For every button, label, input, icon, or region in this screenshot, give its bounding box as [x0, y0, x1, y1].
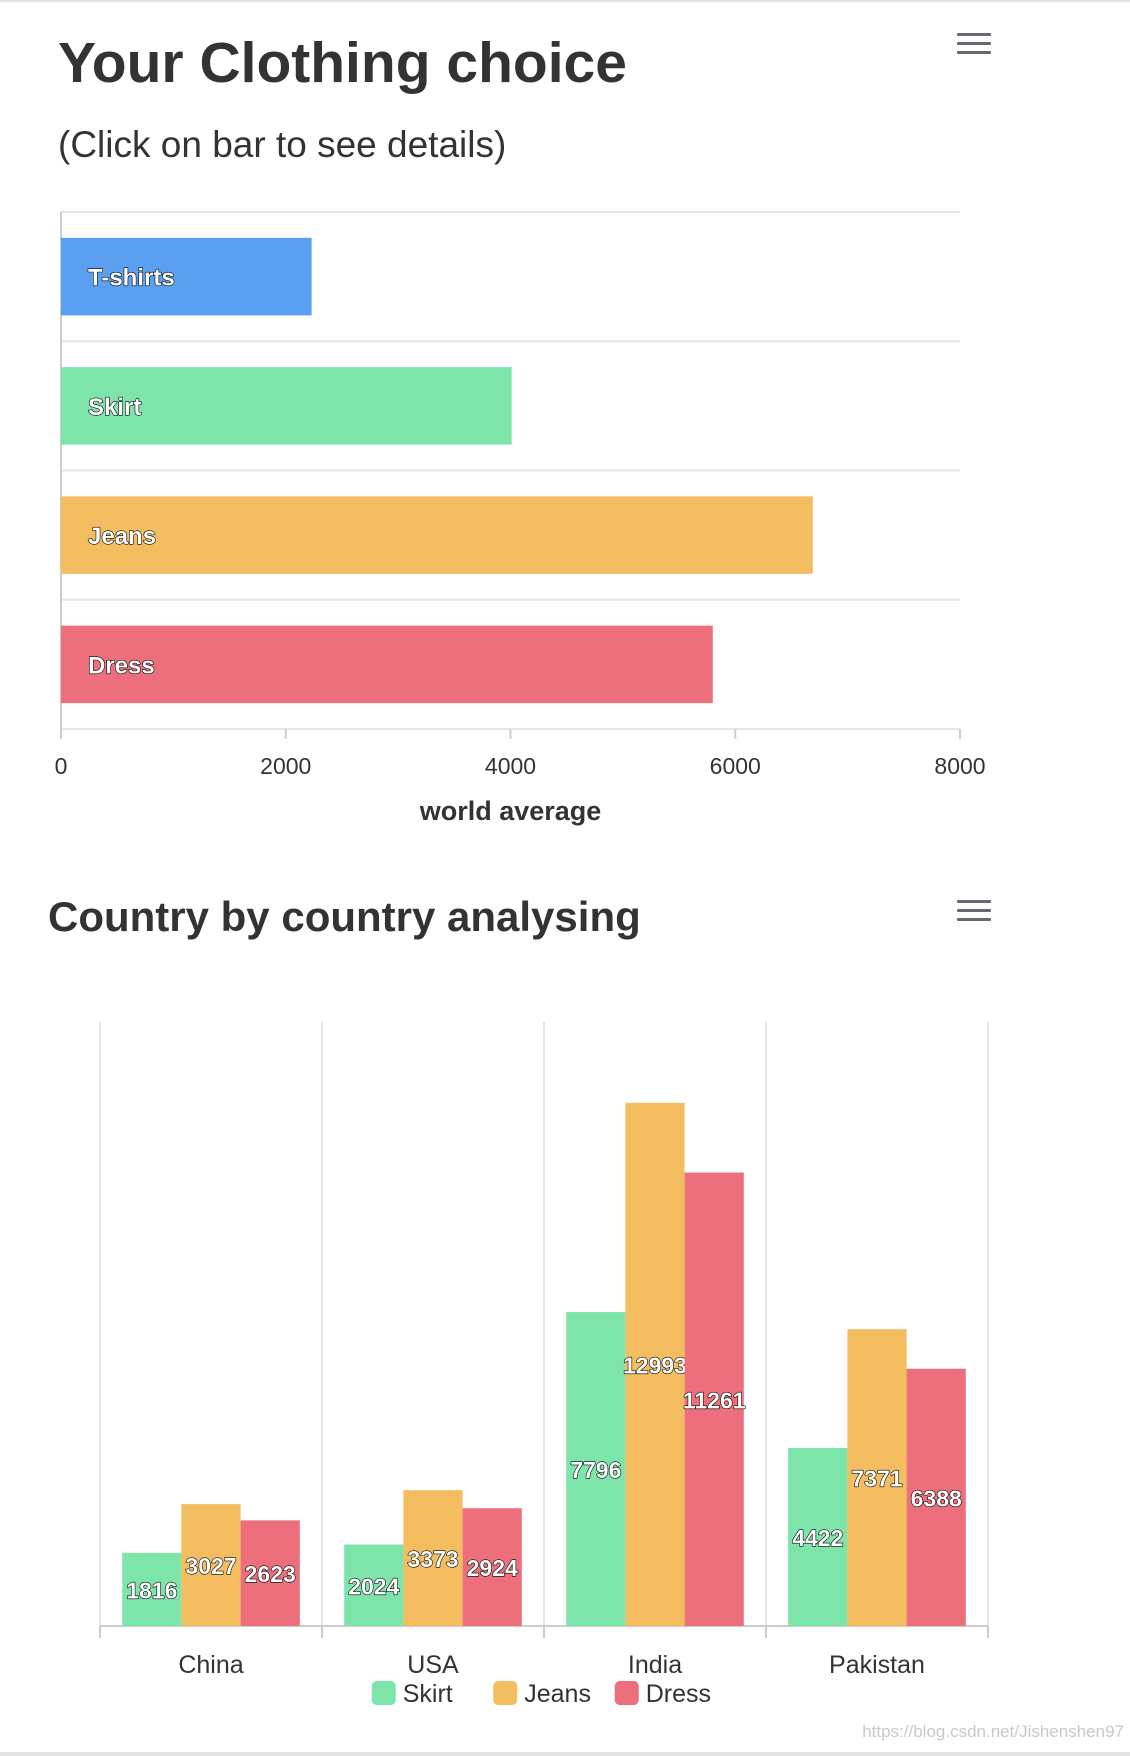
bar-pakistan-skirt[interactable] [788, 1447, 848, 1626]
top-border [0, 0, 1130, 2]
legend-swatch-dress [614, 1681, 639, 1705]
data-label-india-dress: 11261 [683, 1387, 746, 1413]
data-label-usa-dress: 2924 [467, 1555, 518, 1581]
x-category-label: India [628, 1651, 682, 1679]
country-chart-menu-icon[interactable] [957, 898, 991, 924]
bar-india-jeans[interactable] [625, 1102, 685, 1626]
country-chart-title: Country by country analysing [48, 893, 641, 940]
data-label-india-jeans: 12993 [623, 1352, 687, 1378]
data-label-pakistan-jeans: 7371 [851, 1466, 902, 1492]
data-label-pakistan-dress: 6388 [911, 1485, 962, 1511]
bar-usa-dress[interactable] [462, 1508, 522, 1626]
x-tick-label: 0 [55, 753, 68, 779]
x-category-label: China [178, 1651, 243, 1679]
x-tick-label: 2000 [260, 753, 311, 779]
data-label-pakistan-skirt: 4422 [792, 1525, 843, 1551]
legend-swatch-skirt [371, 1681, 396, 1705]
x-tick-label: 6000 [710, 753, 761, 779]
data-label-china-dress: 2623 [245, 1561, 296, 1587]
bar-pakistan-jeans[interactable] [847, 1329, 907, 1626]
watermark: https://blog.csdn.net/Jishenshen97 [862, 1722, 1124, 1741]
bar-jeans[interactable] [61, 496, 813, 574]
data-label-china-skirt: 1816 [126, 1577, 177, 1603]
data-label-india-skirt: 7796 [570, 1457, 621, 1483]
bar-label-skirt: Skirt [88, 394, 141, 421]
bar-china-skirt[interactable] [122, 1552, 182, 1626]
bottom-border [0, 1752, 1130, 1756]
chart-title: Your Clothing choice [58, 31, 627, 95]
bar-skirt[interactable] [61, 367, 512, 445]
chart-subtitle: (Click on bar to see details) [58, 124, 507, 165]
bar-t-shirts[interactable] [61, 237, 312, 316]
x-tick-label: 8000 [934, 753, 985, 779]
bar-usa-skirt[interactable] [344, 1544, 404, 1626]
bar-dress[interactable] [61, 625, 713, 704]
bar-india-dress[interactable] [684, 1172, 744, 1626]
legend-label-dress: Dress [646, 1680, 711, 1708]
data-label-china-jeans: 3027 [185, 1553, 236, 1579]
x-category-label: USA [407, 1651, 459, 1679]
data-label-usa-jeans: 3373 [407, 1546, 458, 1572]
x-tick-label: 4000 [485, 753, 536, 779]
bar-china-dress[interactable] [240, 1520, 300, 1626]
bar-india-skirt[interactable] [566, 1312, 626, 1626]
legend-label-skirt: Skirt [403, 1680, 453, 1708]
bar-pakistan-dress[interactable] [906, 1368, 966, 1626]
legend-swatch-jeans [493, 1681, 518, 1705]
bar-usa-jeans[interactable] [403, 1490, 463, 1626]
chart-menu-icon[interactable] [957, 31, 991, 57]
x-axis-title: world average [419, 796, 602, 826]
bar-china-jeans[interactable] [181, 1504, 241, 1626]
x-category-label: Pakistan [829, 1651, 925, 1679]
data-label-usa-skirt: 2024 [348, 1573, 399, 1599]
clothing-choice-chart[interactable]: T-shirts Skirt Jeans Dress 0 2000 4000 6000 8000… [0, 0, 1130, 850]
bar-label-t-shirts: T-shirts [88, 265, 175, 292]
bar-label-dress: Dress [88, 652, 155, 679]
bar-label-jeans: Jeans [88, 523, 156, 550]
legend-label-jeans: Jeans [524, 1680, 591, 1708]
